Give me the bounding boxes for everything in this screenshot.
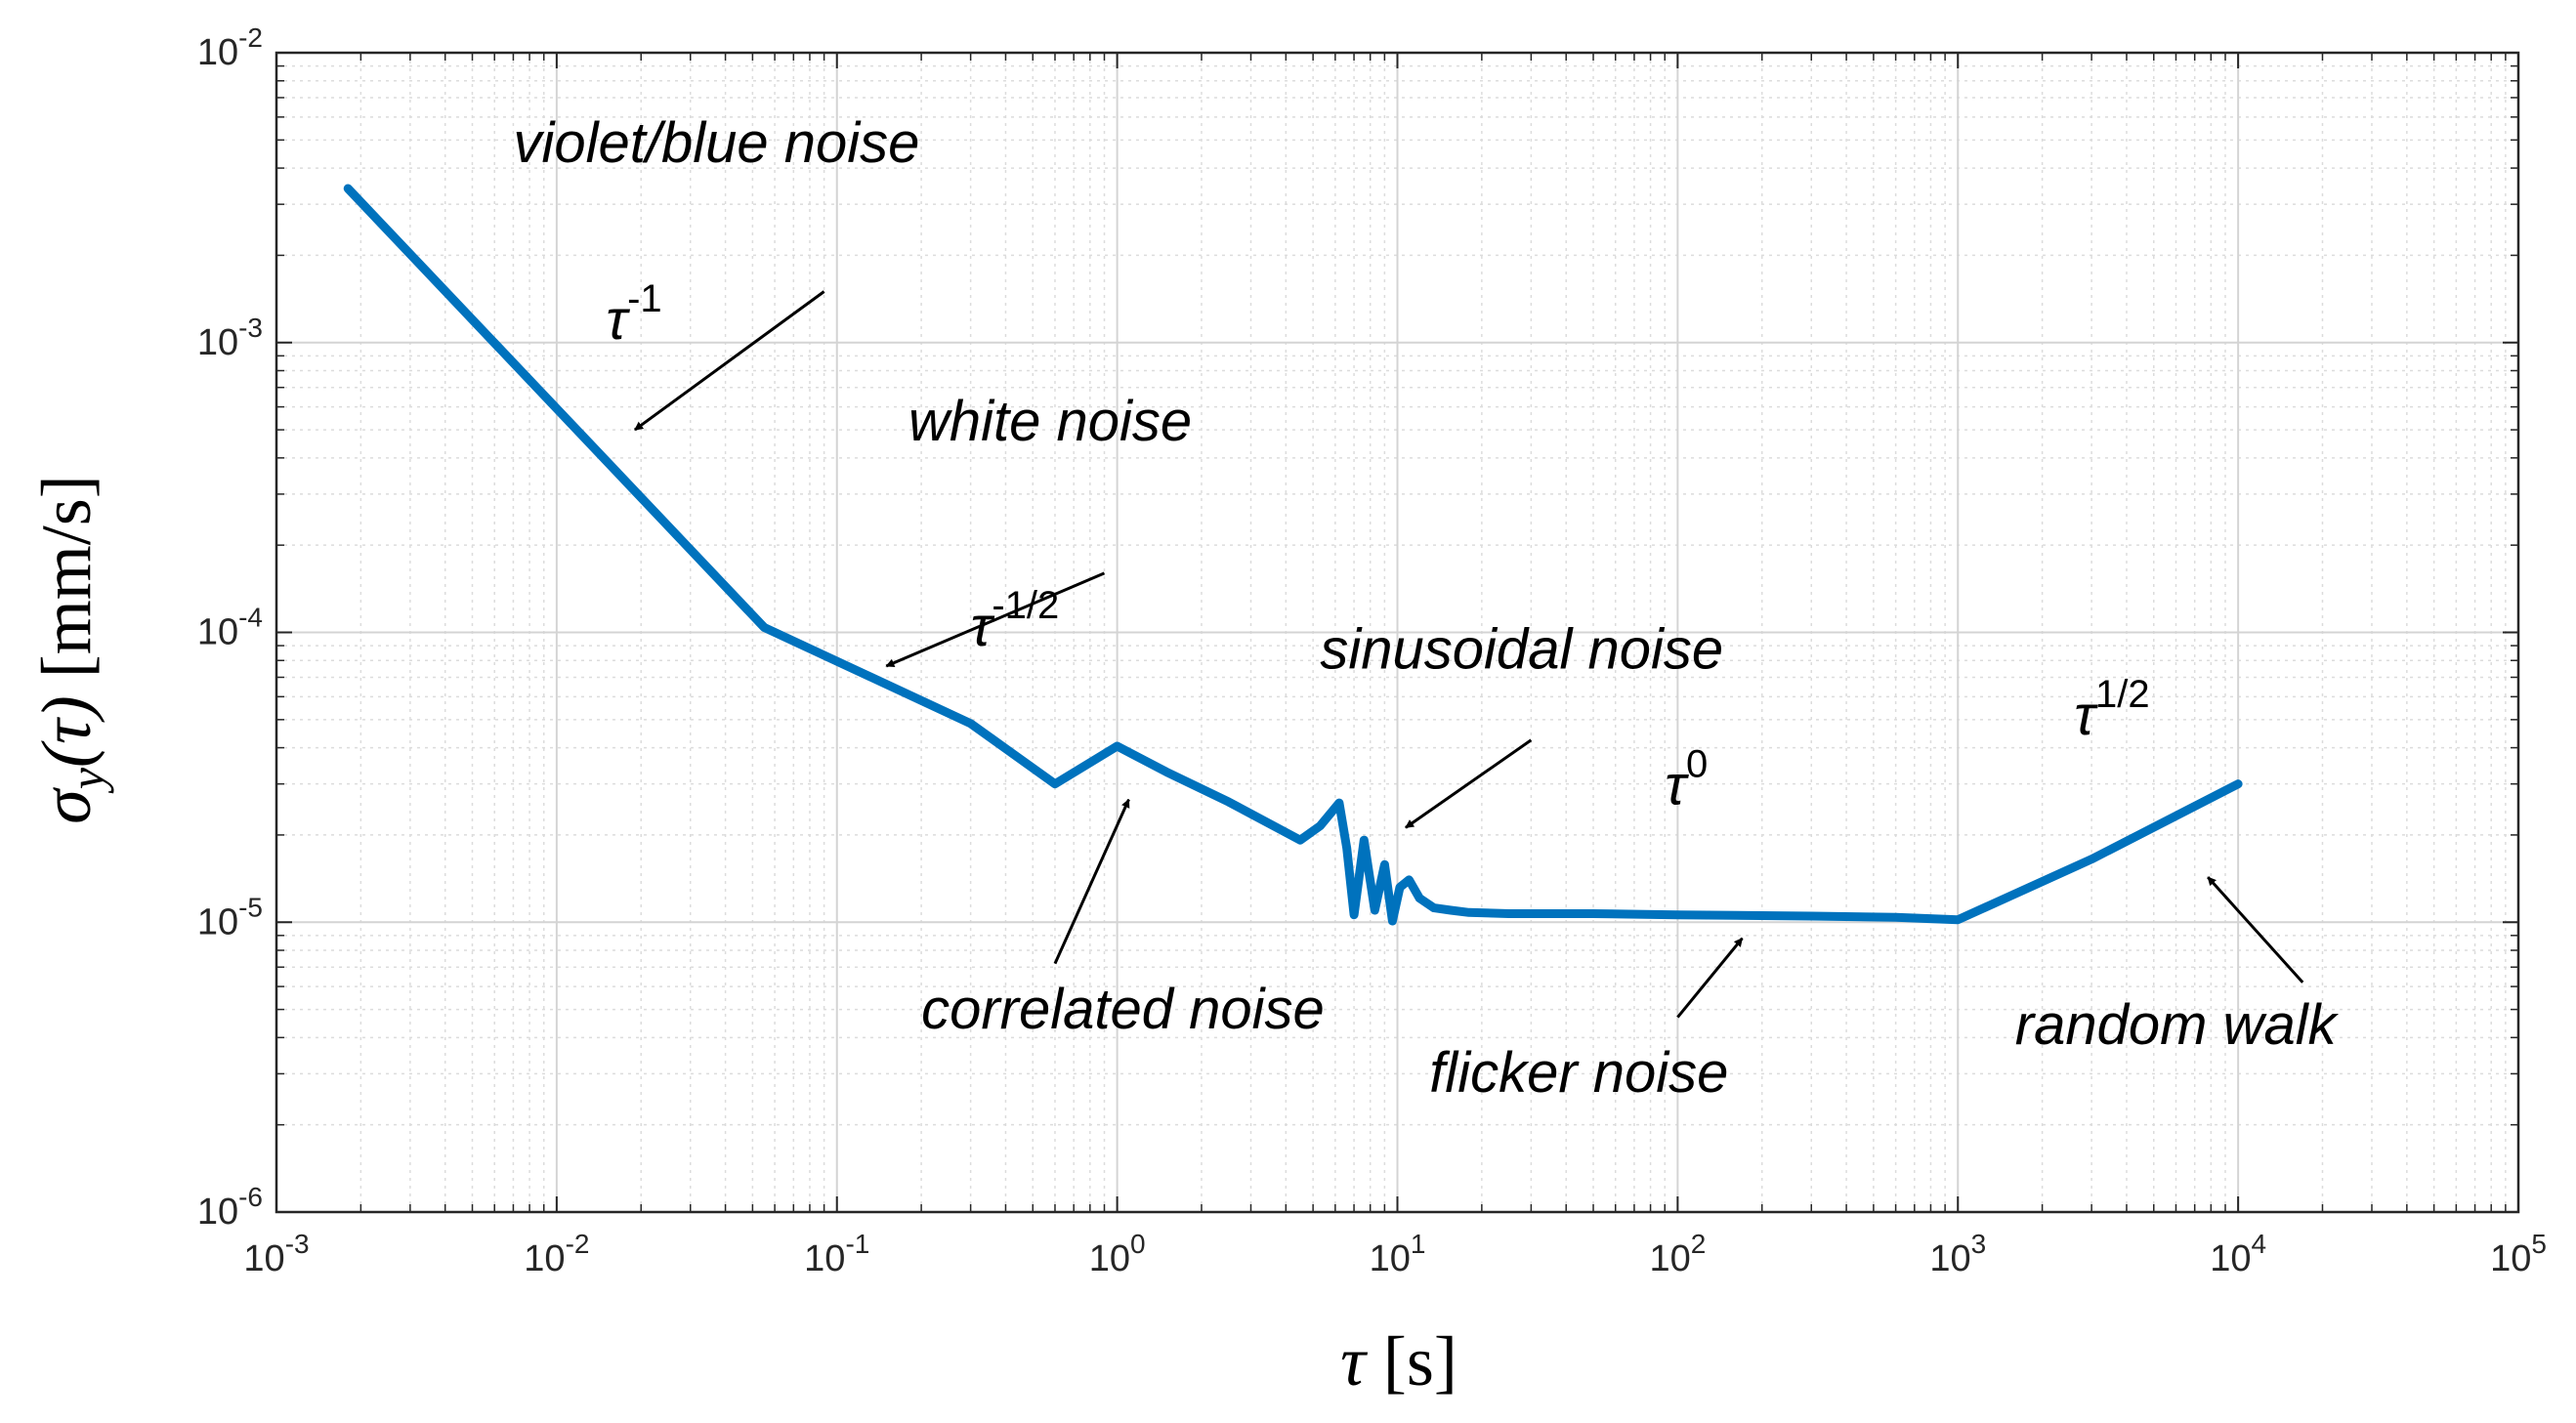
x-tick-label: 105	[2490, 1229, 2547, 1279]
y-tick-label: 10-3	[197, 313, 263, 363]
slope-label: τ0	[1665, 743, 1708, 817]
x-tick-label: 104	[2210, 1229, 2266, 1279]
x-tick-label: 101	[1370, 1229, 1426, 1279]
y-axis-label: σy(τ) [mm/s]	[27, 475, 114, 823]
axis-ticks	[275, 52, 2519, 1213]
annotation-label: correlated noise	[921, 978, 1325, 1041]
annotation-arrow	[1676, 937, 1744, 1019]
y-tick-label: 10-6	[197, 1182, 263, 1233]
annotation-label: sinusoidal noise	[1320, 618, 1723, 682]
slope-label: τ-1	[606, 277, 661, 352]
x-tick-label: 102	[1649, 1229, 1706, 1279]
annotation-label: white noise	[908, 390, 1192, 453]
x-tick-label: 10-2	[524, 1229, 589, 1279]
annotations: violet/blue noise white noise sinusoidal n…	[513, 111, 2339, 1105]
y-tick-labels: 10-6 10-5 10-4 10-3 10-2	[197, 22, 263, 1233]
x-tick-label: 10-1	[804, 1229, 869, 1279]
x-tick-label: 100	[1089, 1229, 1146, 1279]
x-tick-labels: 10-3 10-2 10-1 100 101 102 103 104 105	[243, 1229, 2547, 1279]
slope-label: τ1/2	[2074, 673, 2149, 747]
annotation-label: flicker noise	[1429, 1041, 1728, 1105]
annotation-label: violet/blue noise	[513, 111, 919, 175]
series-line	[343, 184, 2243, 926]
y-tick-label: 10-4	[197, 603, 263, 653]
annotation-arrow	[1053, 798, 1130, 965]
slope-labels: τ-1 τ-1/2 τ0 τ1/2	[606, 277, 2149, 817]
x-axis-label: τ [s]	[1340, 1322, 1457, 1401]
slope-label: τ-1/2	[971, 584, 1060, 658]
annotation-label: random walk	[2015, 993, 2340, 1057]
y-tick-label: 10-5	[197, 892, 263, 942]
annotation-arrow	[1405, 738, 1533, 829]
annotation-arrow	[2207, 876, 2304, 984]
y-tick-label: 10-2	[197, 22, 263, 73]
annotation-arrow	[885, 571, 1106, 668]
annotation-arrow	[633, 290, 825, 432]
x-tick-label: 103	[1929, 1229, 1986, 1279]
x-tick-label: 10-3	[243, 1229, 309, 1279]
